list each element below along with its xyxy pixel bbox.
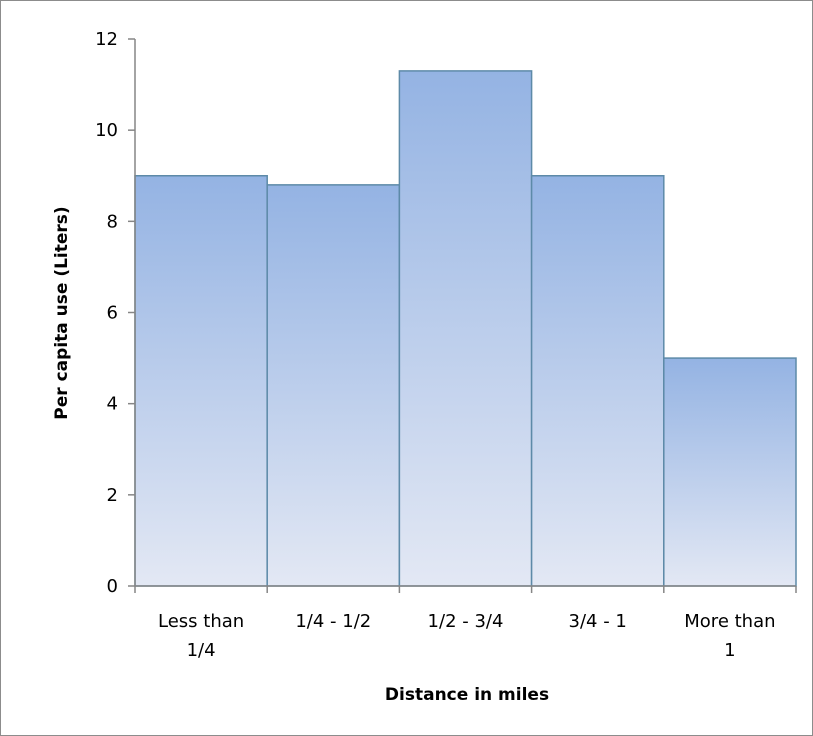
labels-layer: 0 2 4 6 8 10 12 Less than 1/4 1/4 - 1/2 1/2 - 3/4 3… [95,29,775,661]
x-tick-label-0-line-1: 1/4 [187,640,216,661]
y-tick-label-4: 8 [107,211,118,232]
x-tick-label-4-line-1: 1 [724,640,735,661]
y-tick-label-5: 10 [95,120,118,141]
y-tick-label-0: 0 [107,576,118,597]
x-tick-label-1: 1/4 - 1/2 [295,611,371,632]
x-tick-label-3: 3/4 - 1 [569,611,627,632]
x-tick-label-2: 1/2 - 3/4 [428,611,504,632]
bar-2 [398,70,533,587]
bar-0 [134,175,268,587]
bar-4 [663,357,797,587]
y-tick-label-6: 12 [95,29,118,50]
x-tick-label-4-line-0: More than [684,611,775,632]
y-tick-label-3: 6 [107,303,118,324]
x-tick-label-0-line-0: Less than [158,611,244,632]
bar-3 [530,175,665,587]
x-axis-title: Distance in miles [385,685,549,705]
y-axis-title: Per capita use (Liters) [52,206,72,419]
bars-layer [134,70,797,587]
axes-layer [128,38,797,593]
bar-1 [266,184,401,587]
y-tick-label-2: 4 [107,394,118,415]
y-tick-label-1: 2 [107,485,118,506]
